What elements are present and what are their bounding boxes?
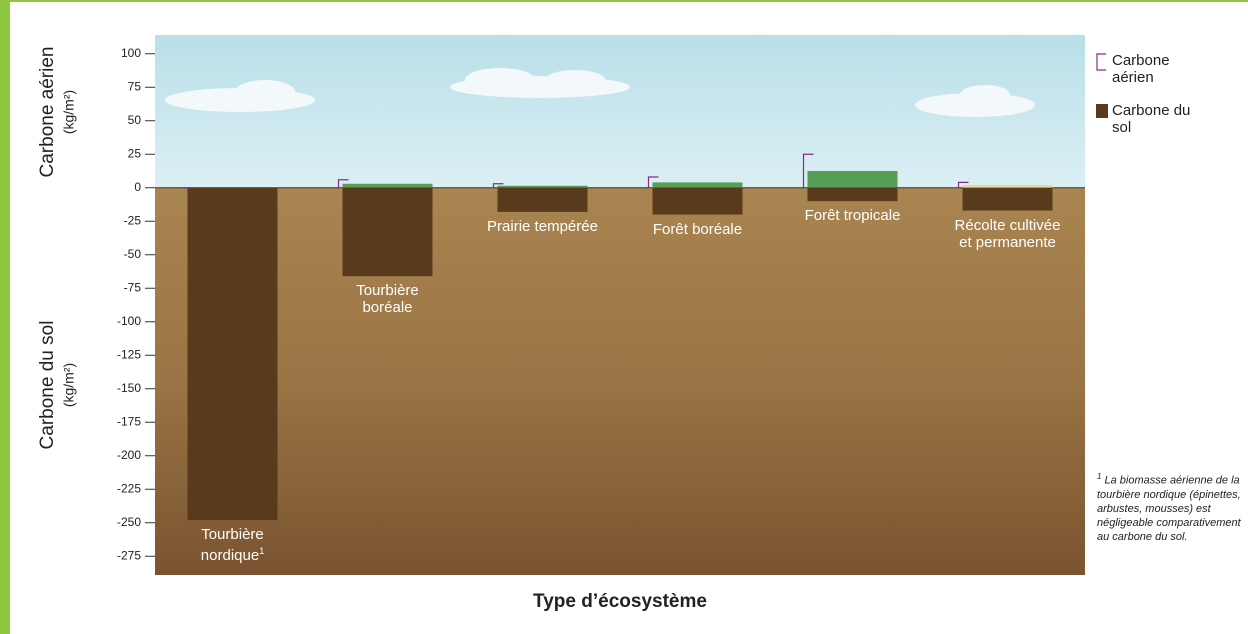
y-tick-label: 0 xyxy=(134,180,141,194)
category-text: Tourbière boréale xyxy=(356,282,419,316)
y-tick-label: 75 xyxy=(128,79,142,93)
vegetation xyxy=(343,184,433,188)
y-unit-bottom: (kg/m²) xyxy=(61,363,77,407)
y-tick-label: 100 xyxy=(121,46,141,60)
page: Carbone aérien (kg/m²) Carbone du sol (k… xyxy=(0,0,1248,634)
x-title: Type d’écosystème xyxy=(533,591,707,612)
y-tick-label: -75 xyxy=(124,280,142,294)
legend-label: Carbone du sol xyxy=(1112,102,1192,136)
y-tick-label: 50 xyxy=(128,113,142,127)
side-bar xyxy=(0,0,10,634)
category-text: Forêt tropicale xyxy=(805,207,901,224)
legend-label: Carbone aérien xyxy=(1112,52,1192,86)
y-tick-label: -275 xyxy=(117,548,141,562)
soil-bar xyxy=(188,188,278,520)
vegetation xyxy=(498,186,588,188)
soil-bar xyxy=(963,188,1053,211)
legend-swatch xyxy=(1097,54,1106,70)
category-label: Tourbière nordique1 xyxy=(177,526,289,564)
footnote-marker: 1 xyxy=(1097,472,1101,481)
y-tick-label: -100 xyxy=(117,314,141,328)
y-unit-top: (kg/m²) xyxy=(61,90,77,134)
y-tick-label: -225 xyxy=(117,481,141,495)
top-rule xyxy=(0,0,1248,2)
y-tick-label: -175 xyxy=(117,414,141,428)
y-tick-label: -25 xyxy=(124,213,142,227)
legend-swatch xyxy=(1096,104,1108,118)
category-text: Récolte cultivée et permanente xyxy=(955,217,1061,251)
y-tick-label: 25 xyxy=(128,146,142,160)
soil-bar xyxy=(808,188,898,201)
y-title-top: Carbone aérien xyxy=(37,47,58,178)
category-label: Forêt tropicale xyxy=(797,207,909,224)
category-label: Récolte cultivée et permanente xyxy=(952,217,1064,251)
soil-bar xyxy=(343,188,433,276)
y-tick-label: -150 xyxy=(117,381,141,395)
y-tick-label: -50 xyxy=(124,247,142,261)
y-tick-label: -125 xyxy=(117,347,141,361)
vegetation xyxy=(963,185,1053,188)
category-label: Prairie tempérée xyxy=(487,218,599,235)
category-text: Tourbière nordique xyxy=(201,526,264,564)
footnote-marker: 1 xyxy=(259,546,264,556)
category-label: Forêt boréale xyxy=(642,221,754,238)
y-tick-label: -250 xyxy=(117,515,141,529)
soil-bar xyxy=(653,188,743,215)
soil xyxy=(155,188,1085,575)
soil-bar xyxy=(498,188,588,212)
vegetation xyxy=(653,182,743,187)
category-text: Forêt boréale xyxy=(653,221,742,238)
category-label: Tourbière boréale xyxy=(332,282,444,316)
footnote: 1 La biomasse aérienne de la tourbière n… xyxy=(1097,470,1245,544)
vegetation xyxy=(808,171,898,188)
y-tick-label: -200 xyxy=(117,448,141,462)
footnote-text: La biomasse aérienne de la tourbière nor… xyxy=(1097,475,1241,543)
y-title-bottom: Carbone du sol xyxy=(37,321,58,450)
category-text: Prairie tempérée xyxy=(487,218,598,235)
